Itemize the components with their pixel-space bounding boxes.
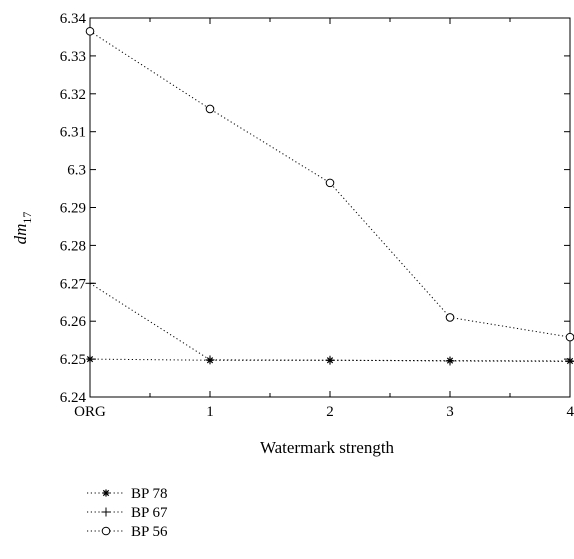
legend-label: BP 67 <box>131 505 168 521</box>
x-axis-ticks: ORG 1 2 3 4 <box>74 18 574 420</box>
legend-marker-bp-67 <box>101 507 111 517</box>
circle-marker <box>85 26 95 36</box>
y-tick-label: 6.27 <box>60 276 87 292</box>
data-point-bp-78 <box>86 355 94 363</box>
series-line-bp-56 <box>89 30 571 338</box>
x-axis-label: Watermark strength <box>260 438 395 457</box>
data-point-bp-56 <box>205 104 215 114</box>
x-tick-label: 2 <box>326 404 334 420</box>
y-tick-label: 6.3 <box>67 163 86 179</box>
legend-label: BP 56 <box>131 524 168 540</box>
x-tick-label: ORG <box>74 404 106 420</box>
data-point-bp-67 <box>325 355 335 365</box>
y-tick-label: 6.28 <box>60 238 86 254</box>
legend-marker-bp-56 <box>101 526 111 536</box>
data-point-bp-67 <box>205 355 215 365</box>
y-axis-label: dm17 <box>11 212 34 245</box>
legend-marker-bp-78 <box>102 489 110 497</box>
legend-item-bp-78: BP 78 <box>87 486 168 502</box>
y-tick-label: 6.31 <box>60 125 86 141</box>
circle-marker <box>205 104 215 114</box>
series-group <box>85 26 574 366</box>
circle-marker <box>101 526 111 536</box>
legend-item-bp-67: BP 67 <box>87 505 168 521</box>
plot-axes <box>89 17 571 398</box>
y-tick-label: 6.29 <box>60 201 86 217</box>
circle-marker <box>325 178 335 188</box>
data-point-bp-56 <box>445 313 455 322</box>
asterisk-marker-d2 <box>86 355 94 363</box>
data-point-bp-56 <box>565 332 574 342</box>
x-tick-label: 4 <box>567 404 574 420</box>
circle-marker <box>565 332 574 342</box>
plot-frame <box>89 17 571 398</box>
y-axis-label-main: dm <box>11 224 30 245</box>
y-tick-label: 6.34 <box>60 11 87 27</box>
legend: BP 78 BP 67 BP 56 <box>87 486 168 540</box>
legend-label: BP 78 <box>131 486 168 502</box>
y-tick-label: 6.26 <box>60 314 87 330</box>
data-point-bp-56 <box>325 178 335 188</box>
series-line-bp-67 <box>89 282 571 362</box>
x-tick-label: 1 <box>206 404 214 420</box>
circle-marker <box>445 313 455 322</box>
y-tick-label: 6.25 <box>60 352 86 368</box>
y-axis-label-subscript: 17 <box>20 212 34 224</box>
data-point-bp-56 <box>85 26 95 36</box>
data-point-bp-67 <box>85 278 95 288</box>
x-tick-label: 3 <box>446 404 454 420</box>
asterisk-marker-d2 <box>102 489 110 497</box>
data-point-bp-67 <box>565 356 574 366</box>
data-point-bp-67 <box>445 356 455 366</box>
y-tick-label: 6.32 <box>60 87 86 103</box>
y-tick-label: 6.24 <box>60 390 87 406</box>
legend-item-bp-56: BP 56 <box>87 524 168 540</box>
y-axis-ticks: 6.24 6.25 6.26 6.27 6.28 6.29 6.3 6.31 6.32 6.33 6… <box>60 11 570 406</box>
y-tick-label: 6.33 <box>60 49 86 65</box>
